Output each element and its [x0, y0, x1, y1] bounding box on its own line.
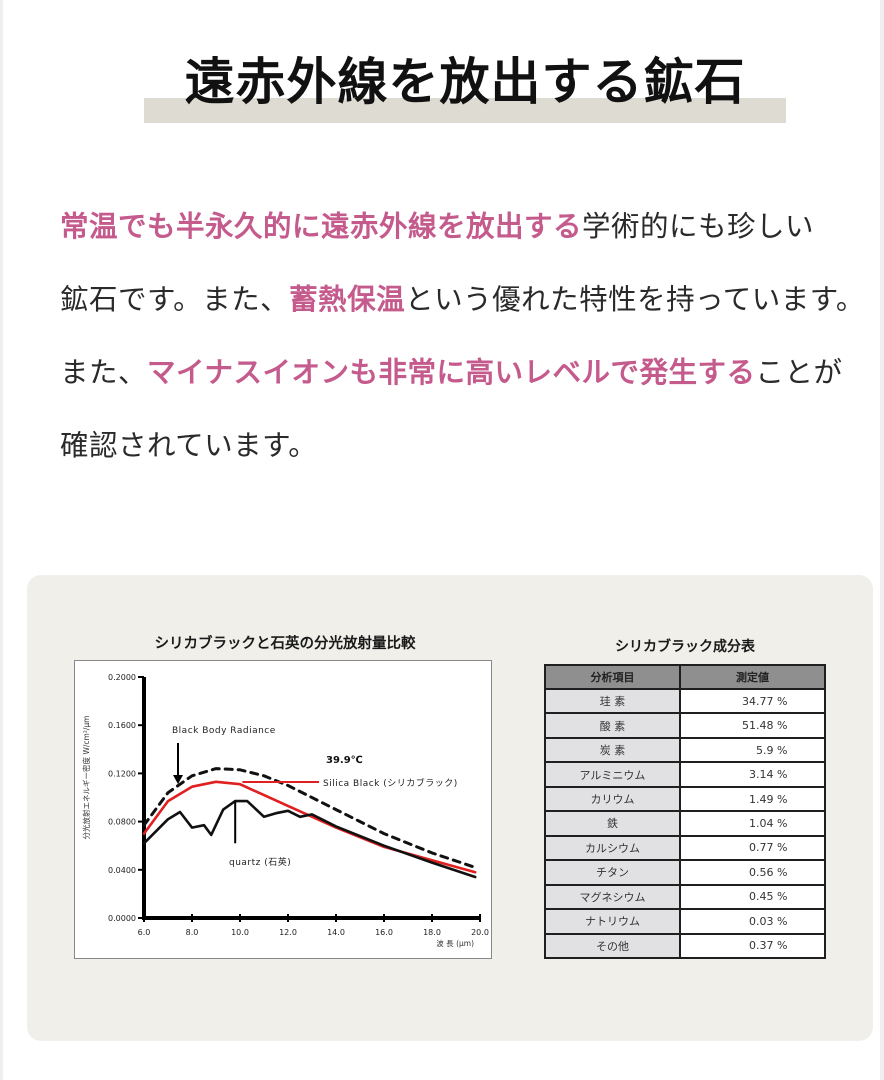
table-row: アルミニウム 3.14 %: [544, 761, 826, 788]
body-text: という優れた特性を持っています。: [405, 283, 865, 316]
scrollbar-track[interactable]: [880, 0, 884, 1080]
measured-value: 1.04 %: [749, 816, 788, 830]
measured-value-cell: 0.77 %: [679, 834, 826, 862]
body-text: 鉱石です。また、: [60, 283, 290, 316]
measured-value-cell: 0.37 %: [679, 932, 826, 960]
body-text: 学術的にも珍しい: [582, 210, 815, 243]
element-name: アルミニウム: [544, 761, 681, 788]
table-row: 酸 素 51.48 %: [544, 712, 826, 739]
measured-value-cell: 51.48 %: [679, 712, 826, 739]
element-name: チタン: [544, 859, 681, 886]
x-tick-label: 12.0: [279, 928, 297, 937]
measured-value-cell: 0.56 %: [679, 859, 826, 886]
table-row: カルシウム 0.77 %: [544, 834, 826, 862]
measured-value-cell: 0.45 %: [679, 883, 826, 911]
measured-value-cell: 0.03 %: [679, 908, 826, 935]
series-line-2: [142, 799, 477, 879]
table-header-row: 分析項目 測定値: [544, 664, 826, 690]
element-name: カルシウム: [544, 834, 681, 862]
intro-line-1: 常温でも半永久的に遠赤外線を放出する学術的にも珍しい: [60, 190, 870, 263]
y-tick-label: 0.2000: [108, 673, 136, 682]
element-name: 鉄: [544, 810, 681, 837]
chart-title: シリカブラックと石英の分光放射量比較: [154, 636, 416, 652]
table-row: マグネシウム 0.45 %: [544, 883, 826, 911]
measured-value: 1.49 %: [749, 792, 788, 806]
measured-value-cell: 1.04 %: [679, 810, 826, 837]
element-name: カリウム: [544, 785, 681, 813]
annotation-black-body: Black Body Radiance: [172, 726, 276, 736]
x-tick-label: 18.0: [423, 928, 441, 937]
element-name: 炭 素: [544, 736, 681, 764]
intro-line-4: 確認されています。: [60, 409, 870, 482]
measured-value-cell: 34.77 %: [679, 687, 826, 715]
x-tick-label: 6.0: [138, 928, 151, 937]
y-tick-label: 0.1200: [108, 769, 136, 778]
element-name: マグネシウム: [544, 883, 681, 911]
annotation-quartz: quartz (石英): [229, 856, 291, 868]
measured-value-cell: 1.49 %: [679, 785, 826, 813]
measured-value: 0.37 %: [749, 939, 788, 953]
table-row: 炭 素 5.9 %: [544, 736, 826, 764]
table-title: シリカブラック成分表: [615, 639, 755, 655]
table-row: その他 0.37 %: [544, 932, 826, 960]
left-edge: [0, 0, 3, 1080]
body-text: また、: [60, 356, 148, 389]
annotation-temperature: 39.9℃: [326, 755, 363, 766]
element-name: 珪 素: [544, 687, 681, 715]
column-header-value: 測定値: [679, 664, 826, 690]
measured-value: 0.03 %: [749, 914, 788, 928]
measured-value: 5.9 %: [756, 743, 788, 757]
x-tick-label: 20.0: [471, 928, 489, 937]
x-tick-label: 16.0: [375, 928, 393, 937]
element-name: ナトリウム: [544, 908, 681, 935]
heading-underline-bar: [144, 98, 786, 123]
annotation-silica-black: Silica Black (シリカブラック): [323, 777, 458, 789]
highlight-text: 常温でも半永久的に遠赤外線を放出する: [60, 210, 583, 243]
page-title: 遠赤外線を放出する鉱石: [184, 53, 746, 111]
line-chart: 0.0000 0.0400 0.0800 0.1200 0.1600 0.2000 6.0 8…: [81, 673, 489, 948]
section-heading: 遠赤外線を放出する鉱石: [144, 44, 786, 124]
column-header-item: 分析項目: [544, 664, 681, 690]
x-axis-label: 波 長 (μm): [436, 938, 474, 948]
arrow-down-icon: [173, 775, 183, 784]
intro-line-3: また、マイナスイオンも非常に高いレベルで発生することが: [60, 336, 870, 409]
composition-table: 分析項目 測定値 珪 素 34.77 % 酸 素 51.48 % 炭 素 5.9 % アルミ…: [544, 664, 826, 960]
table-row: ナトリウム 0.03 %: [544, 908, 826, 935]
measured-value: 0.77 %: [749, 841, 788, 855]
x-tick-label: 8.0: [186, 928, 199, 937]
y-tick-label: 0.0400: [108, 866, 136, 875]
element-name: 酸 素: [544, 712, 681, 739]
table-row: カリウム 1.49 %: [544, 785, 826, 813]
measured-value: 0.56 %: [749, 865, 788, 879]
table-row: 鉄 1.04 %: [544, 810, 826, 837]
highlight-text: マイナスイオンも非常に高いレベルで発生する: [147, 356, 756, 389]
x-tick-label: 14.0: [327, 928, 345, 937]
body-text: 確認されています。: [60, 429, 318, 462]
table-row: 珪 素 34.77 %: [544, 687, 826, 715]
y-tick-label: 0.1600: [108, 721, 136, 730]
y-tick-label: 0.0800: [108, 818, 136, 827]
y-axis-label: 分光放射エネルギー密度 W/cm²/μm: [81, 716, 91, 840]
intro-line-2: 鉱石です。また、蓄熱保温という優れた特性を持っています。: [60, 263, 870, 336]
intro-paragraph: 常温でも半永久的に遠赤外線を放出する学術的にも珍しい 鉱石です。また、蓄熱保温と…: [60, 190, 870, 482]
measured-value: 34.77 %: [742, 694, 788, 708]
spectral-chart: 0.0000 0.0400 0.0800 0.1200 0.1600 0.2000 6.0 8…: [74, 660, 492, 959]
body-text: ことが: [755, 356, 843, 389]
x-tick-label: 10.0: [231, 928, 249, 937]
measured-value: 0.45 %: [749, 890, 788, 904]
measured-value: 3.14 %: [749, 768, 788, 782]
y-tick-label: 0.0000: [108, 914, 136, 923]
table-row: チタン 0.56 %: [544, 859, 826, 886]
measured-value-cell: 3.14 %: [679, 761, 826, 788]
measured-value: 51.48 %: [742, 719, 788, 733]
element-name: その他: [544, 932, 681, 960]
measured-value-cell: 5.9 %: [679, 736, 826, 764]
highlight-text: 蓄熱保温: [289, 283, 406, 316]
series-line-0: [142, 767, 477, 869]
